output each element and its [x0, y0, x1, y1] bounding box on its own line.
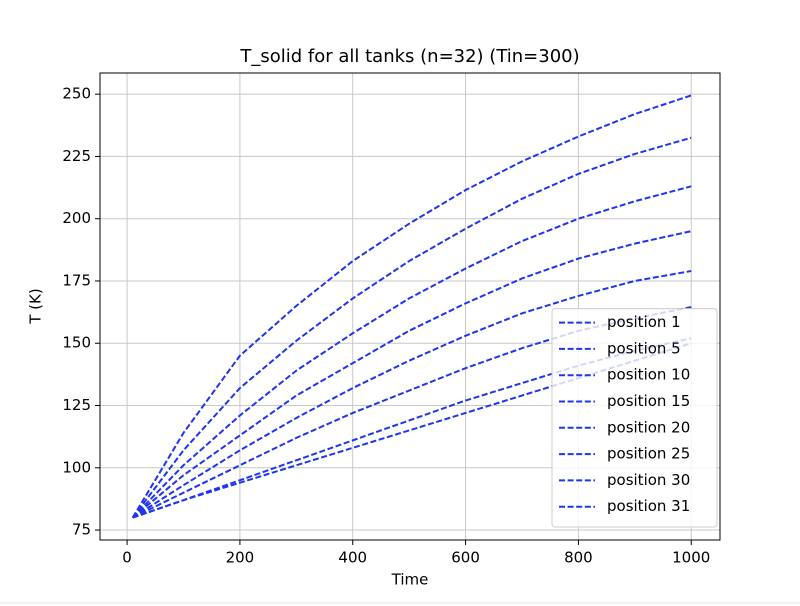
y-tick-label: 125: [62, 396, 91, 414]
legend-label: position 10: [607, 366, 690, 384]
x-tick-label: 0: [122, 549, 132, 567]
series-line: [132, 270, 692, 519]
series-line: [132, 185, 692, 519]
x-tick-label: 600: [451, 549, 480, 567]
y-tick-label: 100: [62, 458, 91, 476]
legend-label: position 30: [607, 471, 690, 489]
y-tick-label: 175: [62, 271, 91, 289]
x-tick-label: 800: [564, 549, 593, 567]
legend-label: position 1: [607, 313, 681, 331]
x-tick-label: 400: [338, 549, 367, 567]
y-axis-label: T (K): [27, 288, 45, 324]
series-line: [132, 230, 692, 519]
y-tick-label: 225: [62, 147, 91, 165]
x-tick-label: 1000: [672, 549, 710, 567]
axes-frame: [99, 72, 721, 541]
x-tick-label: 200: [226, 549, 255, 567]
legend-label: position 15: [607, 392, 690, 410]
legend-box: [551, 308, 718, 528]
y-tick-label: 250: [62, 85, 91, 103]
legend-label: position 31: [607, 497, 690, 515]
legend-label: position 5: [607, 339, 681, 357]
series-line: [131, 94, 692, 519]
y-tick-label: 150: [62, 334, 91, 352]
y-tick-label: 75: [72, 521, 91, 539]
series-line: [131, 136, 692, 519]
chart-title: T_solid for all tanks (n=32) (Tin=300): [239, 46, 579, 67]
legend-label: position 20: [607, 418, 690, 436]
legend-label: position 25: [607, 445, 690, 463]
y-tick-label: 200: [62, 209, 91, 227]
x-axis-label: Time: [391, 571, 429, 589]
